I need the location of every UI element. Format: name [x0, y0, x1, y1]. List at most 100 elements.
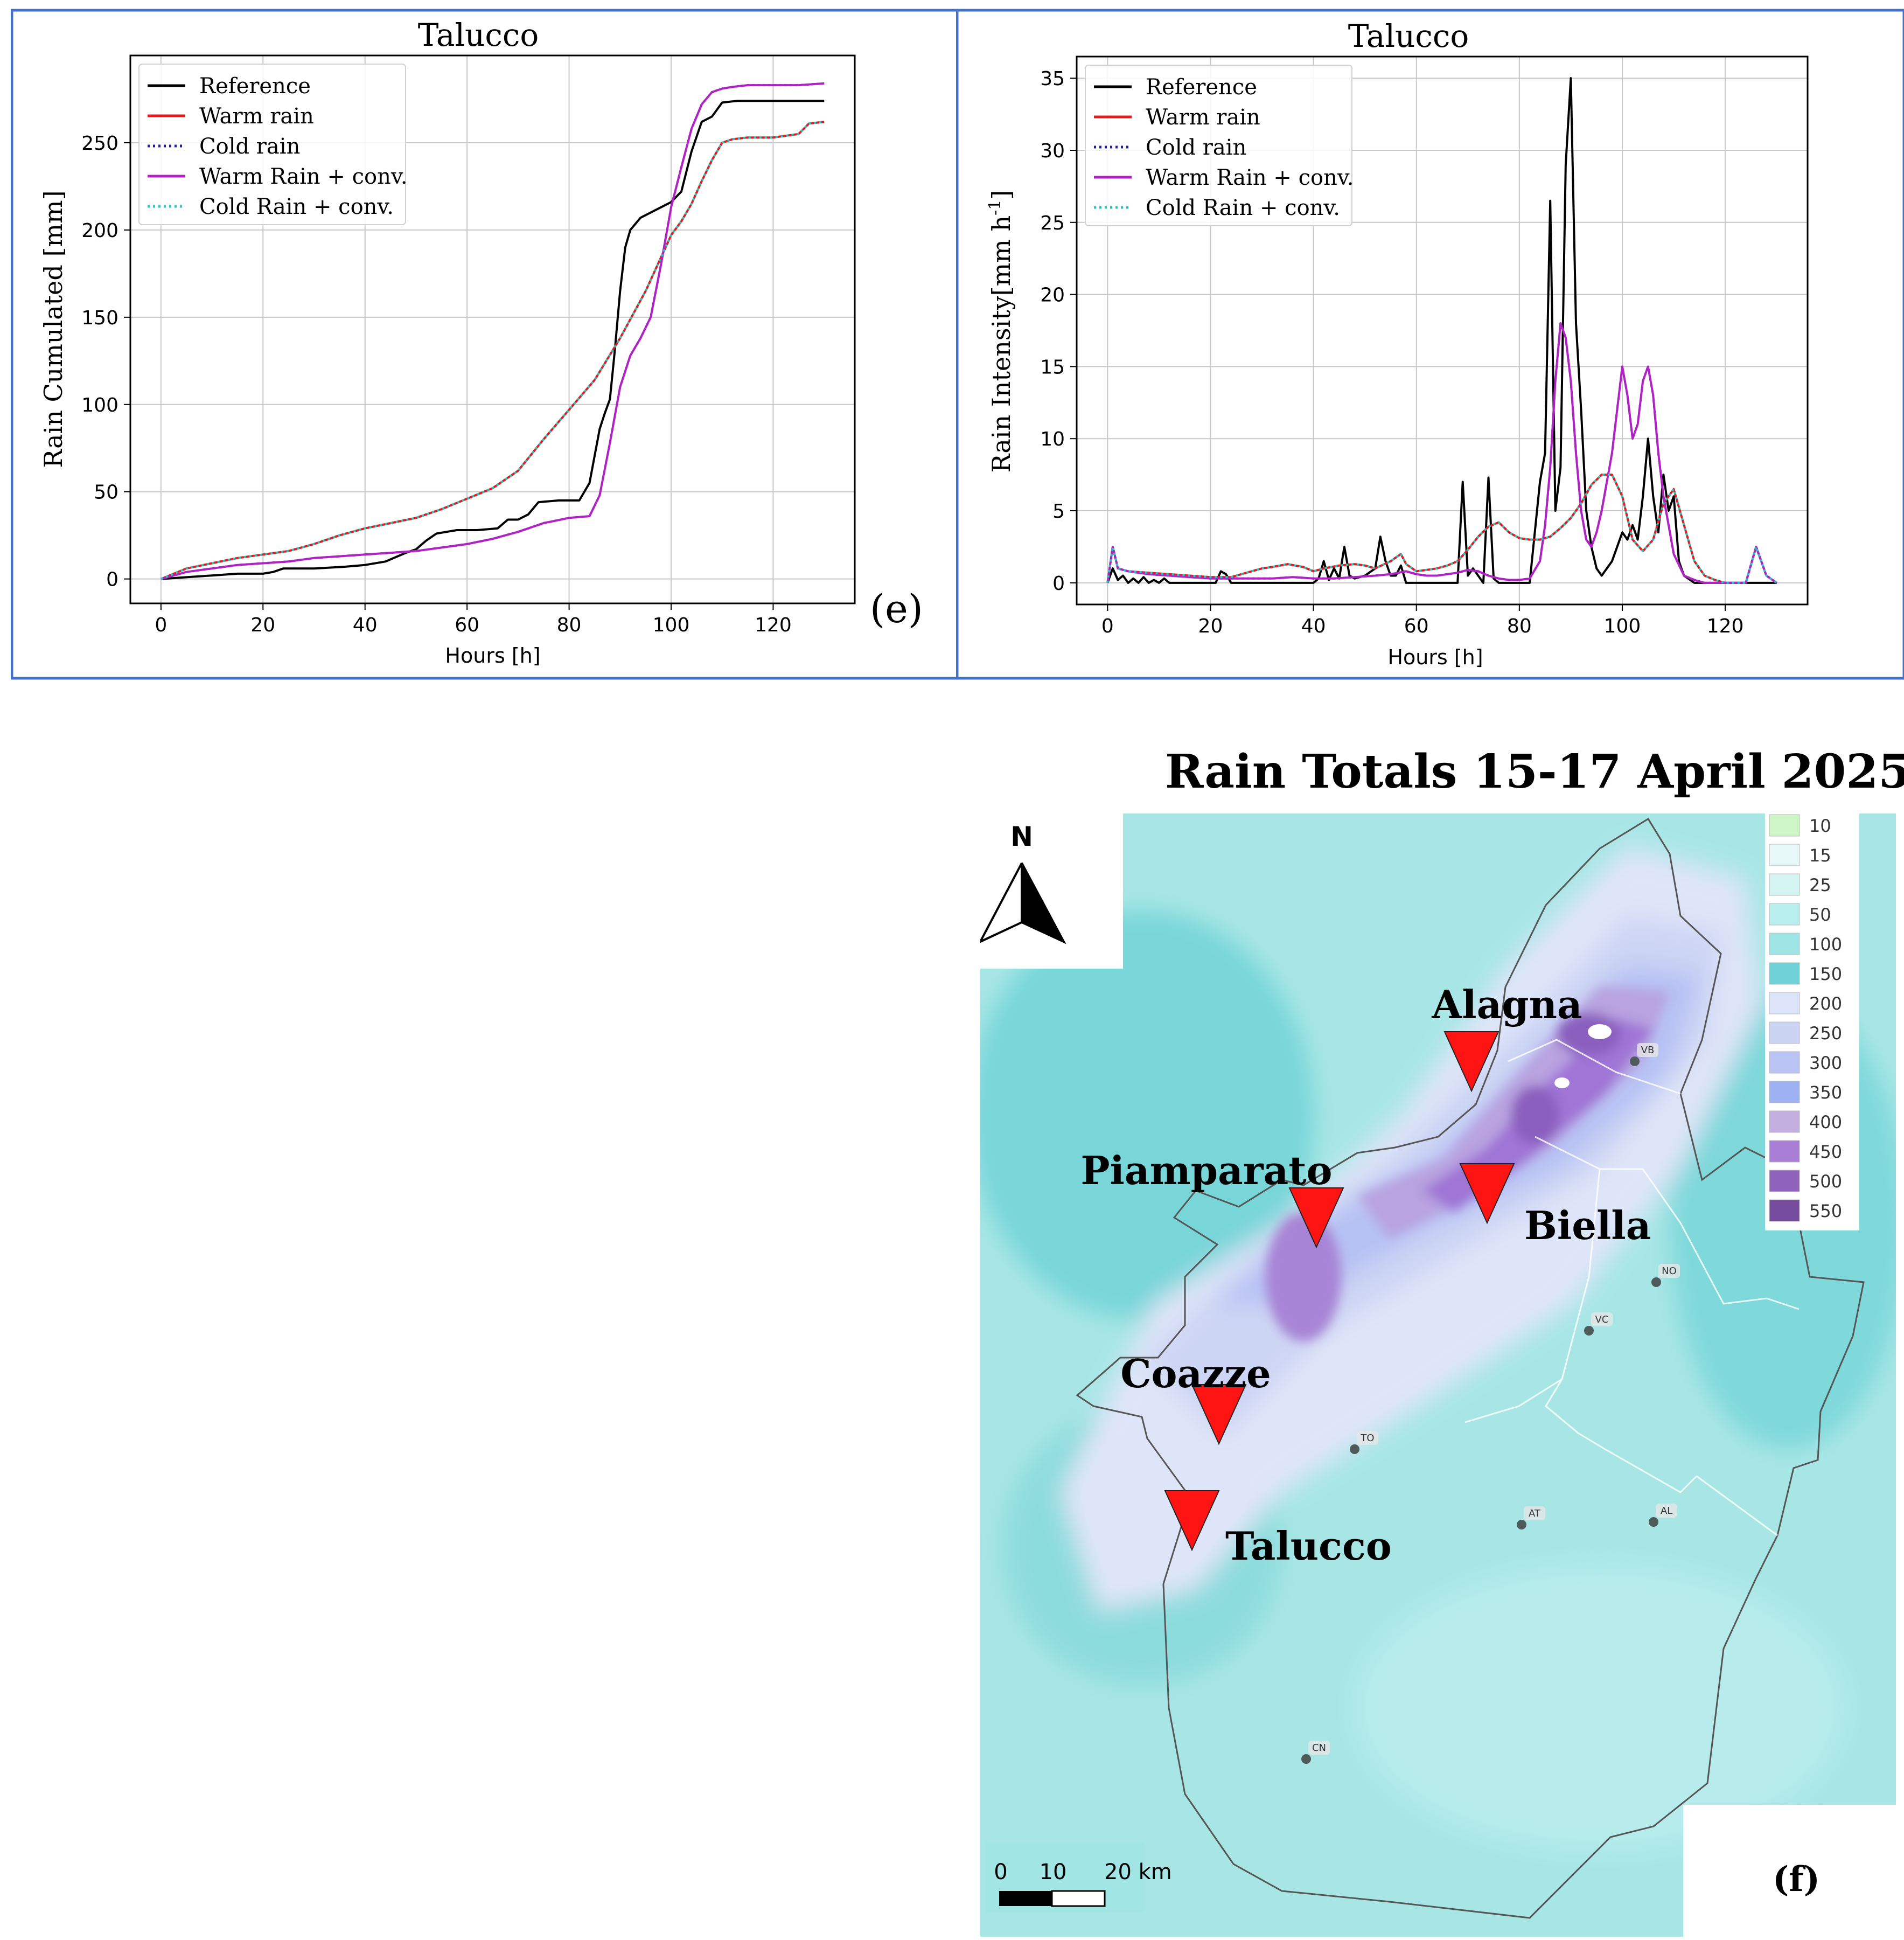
north-arrow-right-icon — [1021, 863, 1066, 944]
station-label: Alagna — [1431, 982, 1582, 1027]
city-label: VB — [1641, 1045, 1655, 1056]
x-tick-label: 120 — [755, 614, 792, 636]
scale-tick-0: 0 — [994, 1860, 1007, 1885]
city-tag — [1656, 1504, 1677, 1518]
x-tick-label: 120 — [1707, 615, 1744, 637]
map-legend-label: 250 — [1809, 1023, 1842, 1044]
x-tick-label: 80 — [1507, 615, 1532, 637]
map-legend-label: 50 — [1809, 905, 1831, 925]
y-tick-label: 10 — [1040, 428, 1065, 450]
series-line-warm-rain-conv — [161, 82, 825, 580]
map-legend-swatch — [1769, 1110, 1800, 1133]
map-legend-swatch — [1769, 844, 1800, 866]
map-legend-label: 300 — [1809, 1053, 1842, 1073]
rain-zone-max — [1554, 1077, 1570, 1088]
legend-label: Reference — [199, 74, 311, 99]
legend-label: Reference — [1146, 75, 1257, 100]
legend-box — [1085, 65, 1352, 226]
map-legend-label: 500 — [1809, 1171, 1842, 1192]
map-legend-swatch — [1769, 903, 1800, 926]
x-axis-label: Hours [h] — [1387, 645, 1483, 669]
y-tick-label: 100 — [81, 394, 118, 416]
map-legend-label: 150 — [1809, 964, 1842, 984]
map-top-band — [980, 738, 1904, 813]
legend-label: Warm Rain + conv. — [1146, 165, 1354, 190]
scale-tick-10: 10 — [1040, 1860, 1067, 1885]
city-marker — [1630, 1056, 1640, 1066]
map-legend-label: 450 — [1809, 1142, 1842, 1162]
y-axis-label: Rain Intensity[mm h-1] — [986, 190, 1016, 473]
province-boundary — [1464, 1039, 1800, 1536]
north-arrow: N — [980, 821, 1066, 944]
legend-label: Warm Rain + conv. — [199, 164, 407, 189]
station-label: Biella — [1524, 1202, 1651, 1248]
legend-label: Cold rain — [199, 134, 300, 159]
scale-bar-white — [1051, 1890, 1106, 1907]
rain-zone-50 — [1357, 1568, 1842, 1848]
map-legend-swatch — [1769, 992, 1800, 1014]
city-label: NO — [1662, 1265, 1677, 1277]
map-legend-label: 550 — [1809, 1201, 1842, 1221]
rain-zone-450 — [1266, 1212, 1341, 1341]
series-line-warm-rain — [1106, 474, 1777, 584]
y-tick-label: 20 — [1040, 284, 1065, 307]
station-marker-icon — [1288, 1187, 1344, 1249]
legend-label: Warm rain — [199, 104, 314, 129]
map-legend-label: 350 — [1809, 1082, 1842, 1103]
city-label: AT — [1529, 1508, 1541, 1519]
city-marker — [1350, 1444, 1359, 1454]
map-legend-label: 400 — [1809, 1112, 1842, 1132]
scale-bar: 0 10 20 km — [986, 1842, 1172, 1913]
city-tag — [1637, 1043, 1658, 1057]
y-tick-label: 30 — [1040, 140, 1065, 162]
y-axis-label-sup: -1 — [986, 200, 1005, 215]
city-tag — [1357, 1431, 1378, 1445]
map-legend-swatch — [1769, 962, 1800, 985]
map-legend-label: 100 — [1809, 934, 1842, 955]
map-legend-label: 200 — [1809, 993, 1842, 1014]
y-tick-label: 0 — [1052, 573, 1065, 595]
map-title: Rain Totals 15-17 April 2025 — [1165, 745, 1904, 799]
map-legend-swatch — [1769, 814, 1800, 837]
rain-intensity-panel: Talucco 0 20 40 60 80 100 120 0 5 10 15 20 25 30 35 Re… — [956, 9, 1904, 680]
cumulated-rain-panel: Talucco 0 20 40 60 80 100 120 0 50 100 150 200 250 R… — [11, 9, 961, 680]
x-tick-label: 100 — [653, 614, 690, 636]
panel-label-e: (e) — [870, 586, 923, 631]
series-line-reference — [1106, 77, 1777, 584]
x-tick-label: 20 — [1198, 615, 1223, 637]
map-legend-swatch — [1769, 1199, 1800, 1222]
legend-label: Cold Rain + conv. — [199, 194, 394, 219]
x-tick-label: 40 — [1301, 615, 1326, 637]
rain-zone-150 — [980, 910, 1314, 1320]
y-tick-label: 250 — [81, 133, 118, 155]
region-boundary — [1076, 817, 1865, 1919]
y-tick-label: 35 — [1040, 68, 1065, 90]
rain-totals-map: Rain Totals 15-17 April 2025 N 101525501… — [980, 738, 1904, 1937]
x-axis-label: Hours [h] — [445, 644, 540, 667]
map-legend-label: 25 — [1809, 875, 1831, 895]
x-tick-label: 0 — [155, 614, 167, 636]
y-tick-label: 15 — [1040, 356, 1065, 378]
x-tick-label: 0 — [1101, 615, 1114, 637]
x-tick-label: 80 — [557, 614, 582, 636]
plot-area — [1076, 55, 1809, 606]
station-label: Coazze — [1120, 1351, 1271, 1396]
city-marker — [1517, 1520, 1526, 1529]
legend-label: Warm rain — [1146, 105, 1260, 130]
station-label: Talucco — [1225, 1523, 1392, 1569]
map-legend-swatch — [1769, 1021, 1800, 1044]
map-legend-swatch — [1769, 933, 1800, 955]
city-marker — [1584, 1326, 1594, 1336]
series-line-cold-rain-conv — [161, 121, 825, 580]
city-tag — [1524, 1506, 1545, 1520]
station-marker-icon — [1191, 1384, 1247, 1445]
station-marker-icon — [1459, 1163, 1515, 1225]
legend-label: Cold rain — [1146, 135, 1246, 160]
rain-zone-max — [1588, 1024, 1612, 1039]
station-marker-icon — [1443, 1031, 1500, 1093]
map-legend-swatch — [1769, 873, 1800, 896]
chart-title: Talucco — [418, 17, 539, 53]
x-tick-label: 100 — [1604, 615, 1641, 637]
map-legend-label: 10 — [1809, 816, 1831, 836]
city-label: AL — [1661, 1505, 1672, 1517]
